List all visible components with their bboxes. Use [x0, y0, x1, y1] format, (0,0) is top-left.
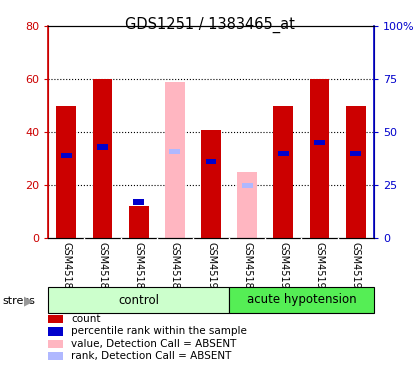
Text: GSM45190: GSM45190 [278, 242, 289, 295]
Text: value, Detection Call = ABSENT: value, Detection Call = ABSENT [71, 339, 237, 349]
Bar [201, 129, 221, 238]
Bar [314, 140, 325, 146]
Text: GSM45186: GSM45186 [97, 242, 108, 295]
Text: stress: stress [2, 296, 35, 306]
Text: control: control [118, 294, 159, 306]
Text: acute hypotension: acute hypotension [247, 294, 356, 306]
Text: rank, Detection Call = ABSENT: rank, Detection Call = ABSENT [71, 351, 232, 361]
Bar [278, 151, 289, 156]
Text: GSM45184: GSM45184 [61, 242, 71, 295]
Text: GSM45191: GSM45191 [315, 242, 325, 295]
Bar [92, 79, 113, 238]
Text: percentile rank within the sample: percentile rank within the sample [71, 327, 247, 336]
Text: GSM45193: GSM45193 [206, 242, 216, 295]
FancyBboxPatch shape [229, 287, 374, 313]
Bar [237, 172, 257, 238]
Text: GSM45189: GSM45189 [170, 242, 180, 295]
Text: GSM45187: GSM45187 [134, 242, 144, 295]
Bar [206, 159, 216, 165]
Bar [273, 106, 293, 238]
Bar [133, 200, 144, 205]
Text: GSM45188: GSM45188 [242, 242, 252, 295]
Bar [165, 82, 185, 238]
Bar [97, 144, 108, 150]
Text: GSM45192: GSM45192 [351, 242, 361, 295]
FancyBboxPatch shape [48, 287, 229, 313]
Text: ▶: ▶ [24, 294, 34, 307]
Bar [169, 148, 180, 154]
Bar [242, 183, 253, 188]
Bar [129, 206, 149, 238]
Text: count: count [71, 314, 101, 324]
Bar [56, 106, 76, 238]
Text: GDS1251 / 1383465_at: GDS1251 / 1383465_at [125, 17, 295, 33]
Bar [61, 153, 72, 158]
Bar [310, 79, 330, 238]
Bar [346, 106, 366, 238]
Bar [350, 151, 361, 156]
